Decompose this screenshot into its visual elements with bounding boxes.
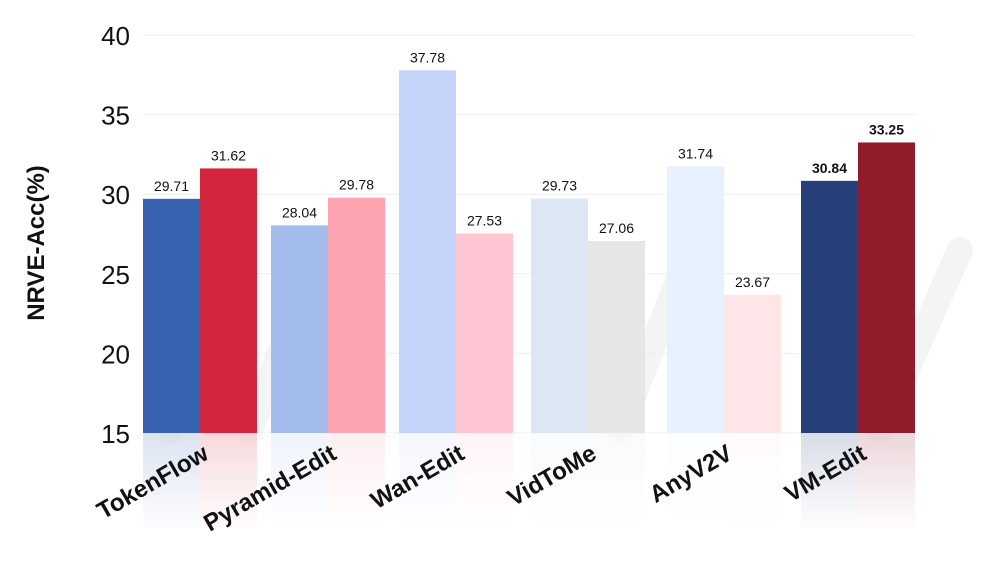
data-label: 31.74 [678,145,713,161]
bar-vidtome-1 [531,198,588,433]
bar-vm-edit-2 [858,142,915,433]
data-label: 33.25 [869,121,904,137]
y-axis-label: NRVE-Acc(%) [23,165,50,321]
bar-wan-edit-1 [399,70,456,433]
bar-vm-edit-1 [801,180,858,433]
data-label: 30.84 [812,160,847,176]
data-label: 37.78 [410,49,445,65]
y-tick-label: 20 [101,339,130,369]
bar-pyramid-edit-1 [271,225,328,433]
y-tick-label: 25 [101,260,130,290]
bar-pyramid-edit-2 [328,197,385,433]
data-label: 23.67 [735,274,770,290]
bar-tokenflow-2 [200,168,257,433]
y-tick-label: 40 [101,21,130,51]
bar-anyv2v-1 [667,166,724,433]
bars [143,70,915,433]
value-labels: 29.71 31.62 28.04 29.78 37.78 27.53 29.73 27.06… [154,49,904,290]
data-label: 31.62 [211,147,246,163]
bar-tokenflow-1 [143,198,200,433]
y-tick-label: 30 [101,180,130,210]
data-label: 29.71 [154,178,189,194]
data-label: 28.04 [282,204,317,220]
data-label: 27.53 [467,213,502,229]
bar-wan-edit-2 [456,233,513,433]
data-label: 29.73 [542,177,577,193]
y-axis-ticks: 15 20 25 30 35 40 [101,21,130,449]
reflection-fade [143,433,915,533]
bar-vidtome-2 [588,241,645,433]
data-label: 29.78 [339,177,374,193]
y-tick-label: 15 [101,419,130,449]
bar-reflections [143,433,915,533]
bar-anyv2v-2 [724,294,781,433]
y-tick-label: 35 [101,101,130,131]
data-label: 27.06 [599,220,634,236]
